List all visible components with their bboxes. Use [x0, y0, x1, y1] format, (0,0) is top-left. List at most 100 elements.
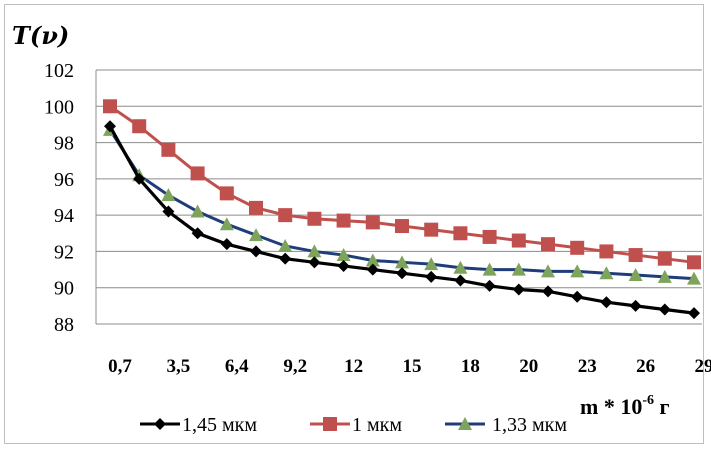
x-tick-label: 12 — [344, 356, 363, 377]
y-tick-label: 96 — [54, 169, 74, 191]
x-tick-label: 15 — [403, 356, 422, 377]
data-point — [511, 233, 526, 248]
x-tick-label: 0,7 — [108, 356, 132, 377]
legend-item: 1,33 мкм — [445, 414, 567, 436]
data-point — [482, 262, 497, 276]
data-point — [629, 299, 642, 312]
data-point — [628, 248, 643, 263]
legend-label: 1,45 мкм — [182, 414, 257, 436]
data-point — [570, 264, 585, 278]
x-axis-label-unit: г — [654, 394, 670, 419]
x-axis-ticks: 0,7 3,5 6,4 9,2 12 15 18 20 23 26 29 — [108, 356, 711, 377]
data-point — [541, 237, 555, 252]
data-point — [365, 253, 380, 267]
data-point — [161, 142, 176, 157]
x-tick-label: 3,5 — [167, 356, 191, 377]
series-2 — [103, 99, 701, 270]
x-tick-label: 9,2 — [283, 356, 307, 377]
x-axis-label-exponent: -6 — [642, 393, 654, 408]
data-point — [687, 255, 701, 270]
data-point — [542, 285, 554, 298]
legend-marker — [154, 418, 166, 430]
series-3 — [103, 122, 701, 285]
data-point — [219, 186, 234, 201]
y-tick-label: 94 — [54, 205, 74, 227]
data-point — [396, 267, 408, 280]
data-point — [571, 290, 584, 303]
legend-item: 1 мкм — [310, 414, 402, 436]
data-point — [425, 270, 438, 283]
data-point — [483, 279, 496, 292]
data-point — [249, 228, 263, 242]
y-tick-label: 90 — [54, 278, 74, 300]
data-point — [395, 219, 409, 234]
data-point — [570, 240, 585, 255]
data-point — [103, 99, 117, 114]
data-point — [395, 255, 409, 269]
data-point — [308, 256, 321, 269]
x-tick-label: 18 — [461, 356, 480, 377]
data-point — [600, 296, 613, 309]
y-tick-label: 100 — [44, 96, 74, 118]
data-point — [687, 271, 701, 285]
data-point — [337, 259, 350, 272]
data-point — [482, 229, 497, 244]
data-point — [278, 238, 293, 252]
data-point — [307, 244, 322, 258]
data-point — [657, 269, 672, 283]
data-point — [541, 264, 555, 278]
data-point — [366, 263, 379, 276]
data-point — [336, 248, 351, 262]
x-tick-label: 26 — [636, 356, 655, 377]
data-point — [453, 226, 468, 241]
x-tick-label: 29 — [695, 356, 711, 377]
data-point — [278, 208, 293, 223]
data-point — [454, 274, 467, 287]
data-point — [190, 204, 205, 218]
data-point — [453, 260, 468, 274]
data-point — [250, 245, 262, 258]
data-point — [249, 200, 263, 215]
data-point — [424, 222, 439, 237]
legend: 1,45 мкм 1 мкм 1,33 мкм — [140, 414, 567, 436]
chart-frame — [4, 4, 704, 444]
x-axis-label: m * 10-6 г — [580, 393, 670, 419]
x-tick-label: 6,4 — [225, 356, 249, 377]
legend-label: 1,33 мкм — [492, 414, 567, 436]
data-point — [161, 188, 176, 202]
data-point — [162, 205, 175, 218]
legend-marker — [458, 417, 472, 430]
y-axis-ticks: 88 90 92 94 96 98 100 102 — [44, 60, 74, 336]
grid-lines — [95, 69, 702, 325]
legend-item: 1,45 мкм — [140, 414, 257, 436]
data-point — [191, 227, 204, 240]
y-tick-label: 92 — [54, 241, 74, 263]
data-point — [190, 166, 205, 181]
data-point — [512, 283, 525, 296]
data-point — [220, 238, 233, 251]
data-point — [658, 303, 671, 316]
x-axis-label-main: m * 10 — [580, 394, 642, 419]
data-point — [599, 266, 614, 280]
legend-marker — [323, 417, 337, 431]
x-tick-label: 20 — [519, 356, 538, 377]
y-tick-label: 98 — [54, 133, 74, 155]
data-point — [599, 244, 614, 259]
x-tick-label: 23 — [578, 356, 597, 377]
series-group — [103, 99, 701, 320]
data-point — [628, 268, 643, 282]
data-point — [336, 213, 351, 228]
data-point — [511, 262, 526, 276]
legend-label: 1 мкм — [352, 414, 402, 436]
data-point — [132, 119, 147, 134]
data-point — [219, 217, 234, 231]
series-1 — [104, 120, 700, 320]
data-point — [279, 252, 292, 265]
data-point — [365, 215, 380, 230]
y-tick-label: 102 — [44, 60, 74, 82]
data-point — [307, 211, 322, 226]
data-point — [688, 307, 700, 320]
y-axis-label: T(ν) — [12, 21, 69, 50]
data-point — [133, 172, 146, 185]
